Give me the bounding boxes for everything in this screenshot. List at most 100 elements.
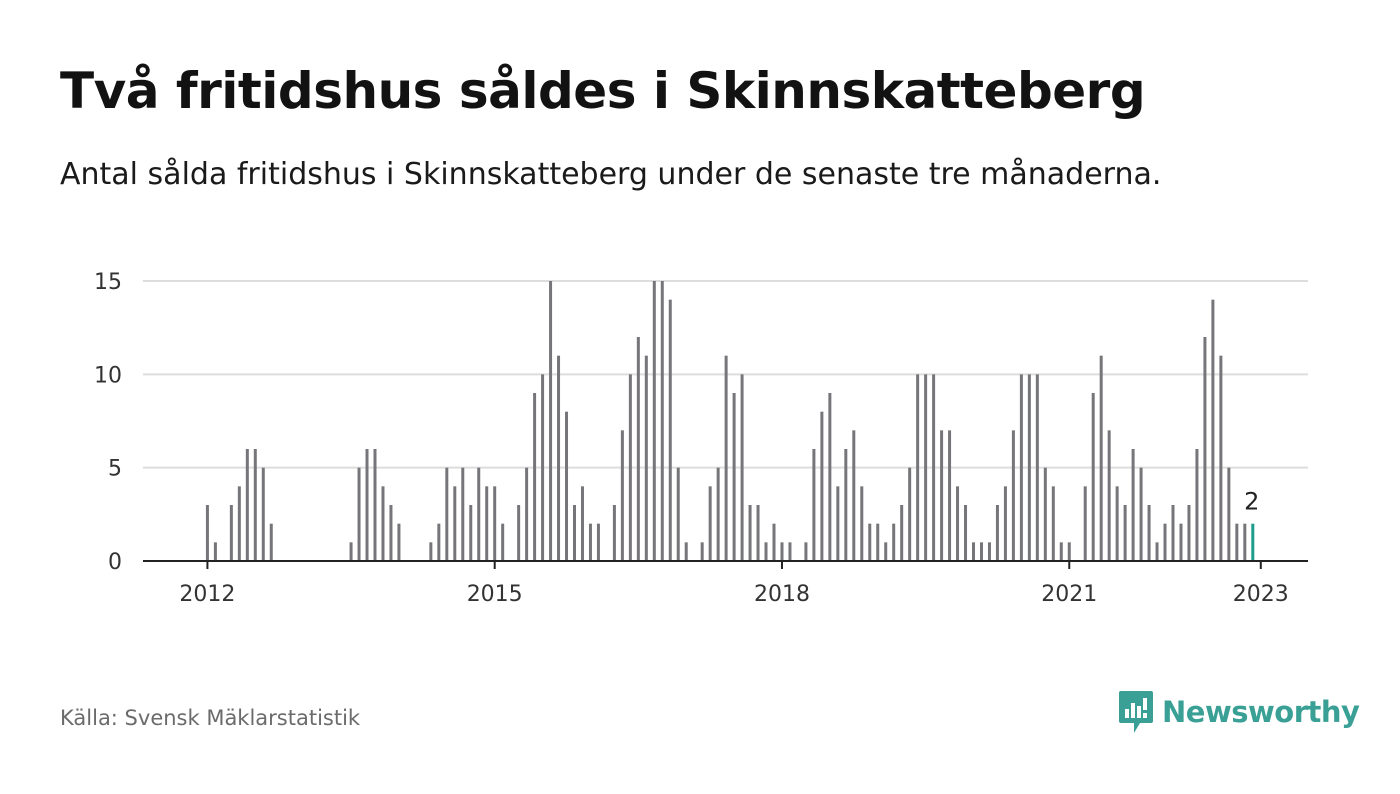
bar: [844, 449, 848, 561]
bar: [1195, 449, 1199, 561]
bar: [772, 523, 776, 561]
bar: [924, 374, 928, 561]
bar: [565, 411, 569, 561]
bar: [1107, 430, 1111, 561]
bar: [381, 486, 385, 561]
bar: [1123, 505, 1127, 561]
chart-subtitle: Antal sålda fritidshus i Skinnskatteberg…: [60, 157, 1162, 192]
bar: [1091, 393, 1095, 561]
y-tick-label: 5: [108, 457, 122, 482]
bar: [533, 393, 537, 561]
x-tick-label: 2012: [179, 582, 235, 607]
bar: [596, 523, 600, 561]
bar: [908, 467, 912, 561]
newsworthy-logo-icon: [1119, 691, 1153, 733]
bar: [525, 467, 529, 561]
bar: [892, 523, 896, 561]
highlight-bar: [1251, 523, 1255, 561]
bar: [373, 449, 377, 561]
bar: [1115, 486, 1119, 561]
bar: [477, 467, 481, 561]
bar: [1227, 467, 1231, 561]
bar: [453, 486, 457, 561]
bar: [732, 393, 736, 561]
bar: [804, 542, 808, 561]
bar: [780, 542, 784, 561]
bar: [660, 281, 664, 561]
bar: [461, 467, 465, 561]
bar: [588, 523, 592, 561]
bar: [900, 505, 904, 561]
bar: [1051, 486, 1055, 561]
bar: [501, 523, 505, 561]
bar: [541, 374, 545, 561]
bar: [245, 449, 249, 561]
bar: [972, 542, 975, 561]
bar: [932, 374, 936, 561]
bar: [812, 449, 816, 561]
bar: [205, 505, 209, 561]
bar: [868, 523, 872, 561]
bar: [1211, 299, 1215, 561]
bar: [1011, 430, 1015, 561]
x-tick-label: 2015: [467, 582, 523, 607]
bar: [828, 393, 832, 561]
bar: [836, 486, 840, 561]
bar: [429, 542, 433, 561]
bar: [1099, 355, 1103, 561]
bar: [700, 542, 704, 561]
bar: [1131, 449, 1135, 561]
bar: [1179, 523, 1183, 561]
bar: [668, 299, 672, 561]
bar: [1187, 505, 1191, 561]
bar: [860, 486, 864, 561]
bar: [612, 505, 616, 561]
x-tick-label: 2018: [754, 582, 810, 607]
brand-name: Newsworthy: [1162, 695, 1360, 729]
bar: [676, 467, 680, 561]
bar: [964, 505, 968, 561]
bar: [213, 542, 217, 561]
bar: [557, 355, 561, 561]
brand-logo[interactable]: Newsworthy: [1118, 688, 1360, 736]
bar: [469, 505, 473, 561]
bar: [940, 430, 944, 561]
bar: [261, 467, 265, 561]
bar: [884, 542, 888, 561]
bar: [549, 281, 553, 561]
bar: [740, 374, 744, 561]
bar: [1219, 355, 1223, 561]
bar: [708, 486, 712, 561]
bar: [1147, 505, 1151, 561]
bar: [620, 430, 624, 561]
bar: [916, 374, 920, 561]
bar: [1067, 542, 1071, 561]
bar: [253, 449, 257, 561]
y-tick-label: 15: [94, 270, 122, 295]
chart-title: Två fritidshus såldes i Skinnskatteberg: [60, 62, 1146, 120]
bar: [1139, 467, 1143, 561]
bar: [756, 505, 760, 561]
bar: [652, 281, 656, 561]
bar: [764, 542, 768, 561]
bar: [724, 355, 728, 561]
bar: [636, 337, 640, 561]
bar: [1163, 523, 1167, 561]
source-note: Källa: Svensk Mäklarstatistik: [60, 706, 361, 730]
bar: [357, 467, 361, 561]
bar: [365, 449, 369, 561]
bar: [956, 486, 960, 561]
bar: [748, 505, 752, 561]
bar: [1203, 337, 1207, 561]
bar: [573, 505, 576, 561]
bar: [485, 486, 489, 561]
bar: [1019, 374, 1023, 561]
bar: [269, 523, 273, 561]
bar: [580, 486, 584, 561]
x-tick-label: 2021: [1041, 582, 1097, 607]
bar: [1235, 523, 1239, 561]
bar: [1035, 374, 1039, 561]
bar: [237, 486, 241, 561]
bar: [979, 542, 983, 561]
bar: [493, 486, 497, 561]
